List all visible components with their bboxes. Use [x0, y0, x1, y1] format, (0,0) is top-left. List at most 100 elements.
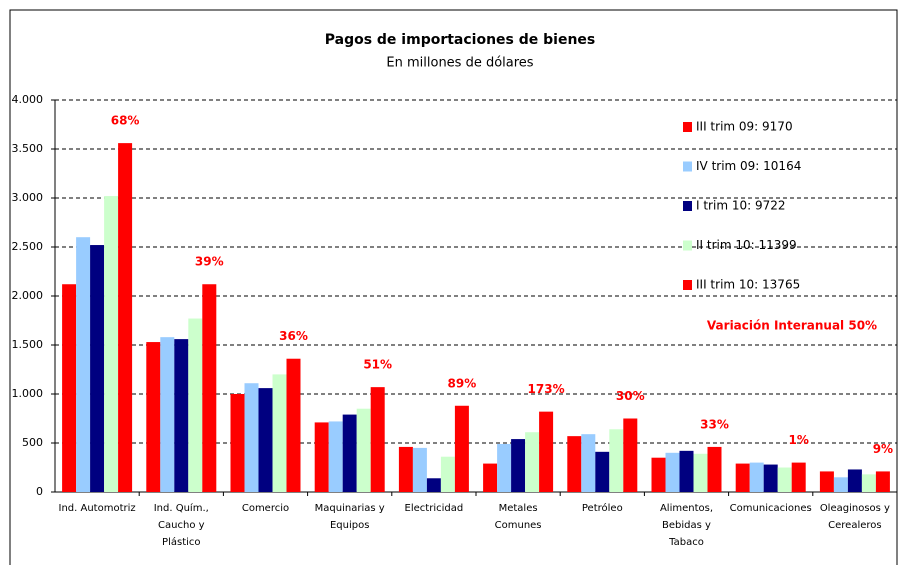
bar	[258, 388, 273, 492]
bar	[398, 446, 413, 492]
x-tick-label: Comunicaciones	[729, 503, 812, 514]
bar	[833, 477, 848, 492]
bar	[454, 405, 469, 492]
bar	[412, 447, 427, 492]
bar	[440, 456, 455, 492]
bar	[777, 467, 792, 492]
bar	[230, 394, 245, 492]
y-tick-label: 1.500	[12, 338, 44, 351]
bar	[426, 478, 441, 492]
bar	[791, 462, 806, 492]
bar	[623, 418, 638, 492]
x-tick-label-box: Comunicaciones	[729, 503, 812, 514]
x-tick-label-box: Alimentos, Bebidas y Tabaco	[659, 503, 714, 548]
x-tick-label: Oleaginosos y Cerealeros	[819, 503, 890, 531]
bar	[651, 457, 666, 492]
x-tick-label-box: Metales Comunes	[494, 503, 542, 531]
bar	[567, 436, 582, 492]
bar	[749, 462, 764, 492]
y-tick-label: 3.000	[12, 191, 44, 204]
bar	[875, 471, 890, 492]
bar	[328, 421, 343, 492]
x-tick-label-box: Oleaginosos y Cerealeros	[819, 503, 890, 531]
x-tick-label: Petróleo	[581, 503, 623, 514]
y-tick-label: 0	[36, 485, 43, 498]
variation-label: 51%	[363, 358, 392, 372]
variation-label: 30%	[616, 389, 645, 403]
bar	[76, 237, 91, 492]
bar	[146, 342, 161, 492]
bar	[595, 451, 610, 492]
x-tick-label: Maquinarias y Equipos	[314, 503, 385, 531]
bar	[665, 452, 680, 492]
bar	[118, 143, 133, 492]
y-tick-label: 2.000	[12, 289, 44, 302]
variation-label: 9%	[873, 442, 893, 456]
bar	[104, 196, 119, 493]
x-tick-label-box: Comercio	[241, 503, 290, 514]
y-tick-label: 500	[22, 436, 43, 449]
bar	[202, 284, 217, 492]
chart-subtitle: En millones de dólares	[386, 56, 533, 71]
variation-label: 36%	[279, 329, 308, 343]
y-tick-label: 4.000	[12, 93, 44, 106]
bar	[763, 464, 778, 492]
bar	[511, 439, 526, 492]
legend-swatch	[683, 280, 692, 290]
bar	[272, 374, 287, 492]
bar	[188, 318, 203, 492]
legend-swatch	[683, 122, 692, 132]
bar	[356, 408, 371, 492]
bar	[525, 432, 540, 492]
annotation: Variación Interanual 50%	[707, 319, 877, 333]
bar	[497, 443, 512, 492]
x-tick-label: Comercio	[241, 503, 290, 514]
bar	[286, 358, 301, 492]
x-tick-label-box: Ind. Automotriz	[59, 503, 136, 514]
x-tick-label: Metales Comunes	[494, 503, 542, 531]
legend-swatch	[683, 161, 692, 172]
bar	[707, 446, 722, 492]
legend-label: I trim 10: 9722	[696, 199, 786, 213]
x-tick-label-box: Petróleo	[581, 503, 623, 514]
bar	[370, 387, 385, 492]
variation-label: 1%	[789, 433, 809, 447]
bar	[62, 284, 77, 492]
variation-label: 33%	[700, 417, 729, 431]
bar	[314, 422, 329, 492]
legend-swatch	[683, 240, 692, 251]
bar	[244, 383, 259, 492]
bar	[693, 453, 708, 492]
bar	[819, 471, 834, 492]
legend-label: II trim 10: 11399	[696, 238, 797, 252]
bar	[735, 463, 750, 492]
chart-title: Pagos de importaciones de bienes	[325, 32, 596, 48]
variation-label: 68%	[111, 114, 140, 128]
x-tick-label: Electricidad	[404, 503, 464, 514]
legend-label: IV trim 09: 10164	[696, 159, 801, 173]
bar	[483, 463, 498, 492]
y-tick-label: 2.500	[12, 240, 44, 253]
bar	[847, 469, 862, 492]
x-tick-label-box: Maquinarias y Equipos	[314, 503, 385, 531]
bar	[90, 245, 105, 492]
legend-label: III trim 10: 13765	[696, 278, 800, 292]
bar	[160, 337, 175, 492]
bar	[539, 411, 554, 492]
bar	[174, 339, 189, 492]
bar	[609, 429, 624, 492]
bar	[861, 474, 876, 492]
x-tick-label: Alimentos, Bebidas y Tabaco	[659, 503, 714, 548]
x-tick-label-box: Ind. Quím., Caucho y Plástico	[153, 503, 209, 548]
variation-label: 89%	[448, 376, 477, 390]
legend-label: III trim 09: 9170	[696, 120, 793, 134]
bar	[581, 434, 596, 492]
y-tick-label: 3.500	[12, 142, 44, 155]
x-tick-label: Ind. Quím., Caucho y Plástico	[153, 503, 209, 548]
bar	[342, 414, 357, 492]
bar	[679, 450, 694, 492]
variation-label: 39%	[195, 255, 224, 269]
y-tick-label: 1.000	[12, 387, 44, 400]
x-tick-label-box: Electricidad	[404, 503, 464, 514]
